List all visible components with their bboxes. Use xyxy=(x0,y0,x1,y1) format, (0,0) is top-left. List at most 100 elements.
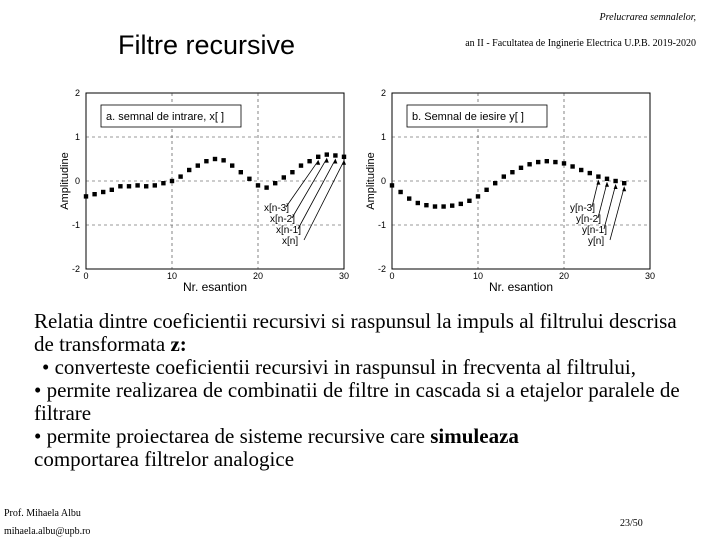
x-tick-label: 20 xyxy=(253,271,263,281)
chart-input-signal: 0 10 20 30 2 1 0 -1 -2 Nr. esantion Amplitudine a. … xyxy=(56,78,356,308)
data-point xyxy=(579,167,584,173)
faculty-header: an II - Facultatea de Inginerie Electric… xyxy=(465,38,696,49)
data-point xyxy=(204,159,209,164)
bullet-3: • permite proiectarea de sisteme recursi… xyxy=(34,425,694,471)
data-point xyxy=(255,183,261,188)
data-point xyxy=(561,161,567,166)
y-tick-label: 0 xyxy=(75,176,80,186)
annotation-arrow xyxy=(303,160,345,241)
y-tick-label: 2 xyxy=(381,88,386,98)
data-point xyxy=(622,181,627,186)
arrow-head xyxy=(324,157,329,163)
data-point xyxy=(415,200,420,206)
x-axis-label: Nr. esantion xyxy=(489,280,553,294)
arrow-head xyxy=(605,181,609,187)
x-tick-label: 0 xyxy=(389,271,394,281)
data-point xyxy=(510,170,515,175)
data-point xyxy=(316,154,321,159)
data-point xyxy=(178,174,183,179)
x-tick-label: 10 xyxy=(473,271,483,281)
bullet-3-text: • permite proiectarea de sisteme recursi… xyxy=(34,424,431,448)
bullet-2-text: • permite realizarea de combinatii de fi… xyxy=(34,378,680,425)
slide-body: Relatia dintre coeficientii recursivi si… xyxy=(34,310,694,471)
data-point xyxy=(570,164,575,169)
data-point xyxy=(238,170,243,175)
arrow-head xyxy=(342,159,346,165)
data-point xyxy=(92,192,97,197)
data-point xyxy=(264,185,269,190)
data-point xyxy=(126,184,132,189)
data-point xyxy=(247,176,252,181)
annotation-label: y[n] xyxy=(588,236,604,247)
annotation-label: x[n-3] xyxy=(264,203,289,214)
x-axis-label: Nr. esantion xyxy=(183,280,247,294)
intro-bold: z: xyxy=(170,332,187,356)
data-point xyxy=(109,187,114,192)
data-point xyxy=(467,198,472,203)
data-point xyxy=(604,176,610,181)
data-point xyxy=(333,153,338,158)
data-point xyxy=(152,183,157,188)
data-point xyxy=(536,159,541,165)
legend-box xyxy=(406,104,548,128)
data-point xyxy=(389,183,395,188)
data-point xyxy=(118,184,123,189)
arrow-head xyxy=(596,179,601,185)
legend-label: b. Semnal de iesire y[ ] xyxy=(412,111,524,123)
arrow-head xyxy=(316,159,321,165)
data-point xyxy=(475,194,481,199)
annotation-arrow xyxy=(291,158,328,219)
data-point xyxy=(307,159,312,164)
y-tick-label: -2 xyxy=(378,264,386,274)
data-point xyxy=(221,158,226,163)
annotation-label: x[n-2] xyxy=(270,214,295,225)
data-point xyxy=(101,189,106,195)
data-point xyxy=(230,163,235,168)
annotation-label: y[n-2] xyxy=(576,214,601,225)
data-point xyxy=(195,163,200,168)
x-tick-label: 10 xyxy=(167,271,177,281)
data-point xyxy=(484,187,489,192)
data-point xyxy=(273,181,278,186)
y-tick-label: 0 xyxy=(381,176,386,186)
footer-email: mihaela.albu@upb.ro xyxy=(4,526,91,537)
y-axis-label: Amplitudine xyxy=(59,152,71,209)
data-point xyxy=(613,178,618,184)
chart-output-signal: 0 10 20 30 2 1 0 -1 -2 Nr. esantion Amplitudine b. … xyxy=(362,78,662,308)
course-header: Prelucrarea semnalelor, xyxy=(599,12,696,23)
data-point xyxy=(187,167,192,173)
bullet-3-bold: simuleaza xyxy=(430,424,519,448)
data-point xyxy=(135,183,140,188)
data-point xyxy=(341,154,347,159)
legend-label: a. semnal de intrare, x[ ] xyxy=(106,111,224,123)
data-point xyxy=(458,201,463,207)
data-point xyxy=(83,194,89,199)
x-tick-label: 30 xyxy=(645,271,655,281)
data-point xyxy=(596,174,601,179)
legend-box xyxy=(100,104,242,128)
data-point xyxy=(432,204,438,209)
y-axis-label: Amplitudine xyxy=(365,152,377,209)
arrow-head xyxy=(613,184,618,189)
data-point xyxy=(398,189,403,195)
annotation-arrow xyxy=(285,160,319,208)
x-tick-label: 30 xyxy=(339,271,349,281)
y-tick-label: 1 xyxy=(75,132,80,142)
arrow-head xyxy=(622,186,627,192)
intro-plain: Relatia dintre coeficientii recursivi si… xyxy=(34,309,677,356)
data-point xyxy=(169,178,175,184)
annotation-arrow xyxy=(609,187,625,241)
annotation-arrow xyxy=(297,159,336,230)
annotation-label: x[n-1] xyxy=(276,225,301,236)
data-point xyxy=(587,170,592,176)
data-point xyxy=(501,174,506,179)
data-point xyxy=(161,181,166,186)
y-tick-label: -1 xyxy=(378,220,386,230)
annotation-arrow xyxy=(603,184,616,230)
y-tick-label: -2 xyxy=(72,264,80,274)
data-point xyxy=(298,163,304,168)
bullet-3-cont: comportarea filtrelor analogice xyxy=(34,447,295,471)
data-point xyxy=(424,203,429,208)
